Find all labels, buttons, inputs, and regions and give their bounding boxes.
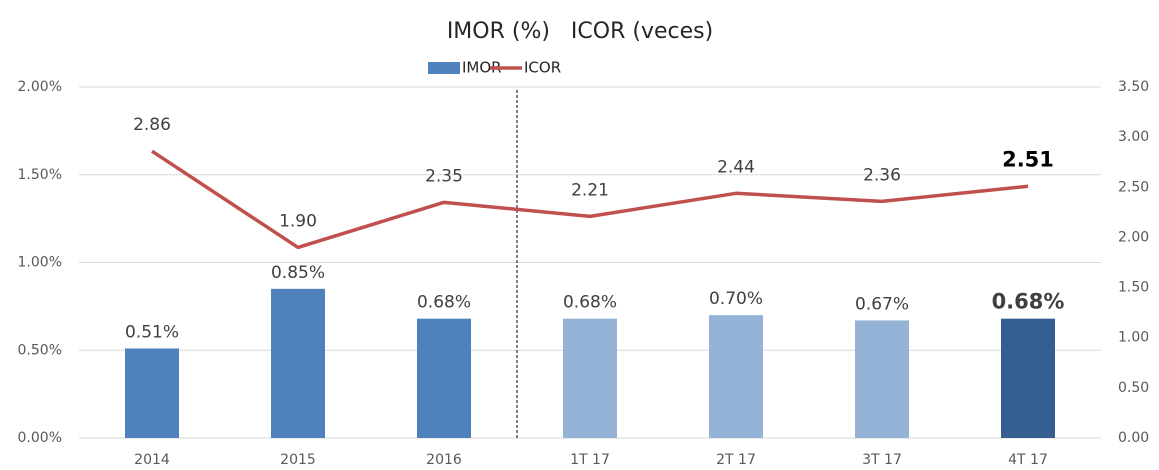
bar-value-label: 0.68% (563, 293, 617, 313)
bar-value-label: 0.70% (709, 289, 763, 309)
y-tick-label: 2.00% (18, 79, 62, 95)
y2-tick-label: 2.00 (1118, 229, 1149, 245)
line-value-label: 2.21 (571, 180, 609, 200)
y2-tick-label: 0.50 (1118, 380, 1149, 396)
x-tick-label: 2014 (134, 452, 170, 468)
bar-value-label: 0.67% (855, 294, 909, 314)
y2-tick-label: 1.00 (1118, 330, 1149, 346)
x-tick-label: 2T 17 (716, 452, 756, 468)
x-tick-label: 2016 (426, 452, 462, 468)
line-value-label: 2.36 (863, 165, 901, 185)
bar-value-label: 0.51% (125, 322, 179, 342)
bar-value-label: 0.85% (271, 263, 325, 283)
bar-value-label: 0.68% (417, 293, 471, 313)
line (151, 149, 1029, 250)
y-tick-label: 0.50% (18, 342, 62, 358)
y-tick-label: 1.00% (18, 255, 62, 271)
x-tick-label: 2015 (280, 452, 316, 468)
bar (563, 318, 617, 438)
x-tick-label: 3T 17 (862, 452, 902, 468)
y2-tick-label: 3.00 (1118, 129, 1149, 145)
bar-value-label: 0.68% (992, 290, 1065, 314)
y-tick-label: 0.00% (18, 430, 62, 446)
legend-label: IMOR (462, 59, 502, 77)
bar (1001, 318, 1055, 438)
y2-tick-label: 1.50 (1118, 280, 1149, 296)
line-value-label: 2.86 (133, 115, 171, 135)
bar (709, 315, 763, 438)
line-value-label: 2.35 (425, 166, 463, 186)
chart-title: IMOR (%) ICOR (veces) (447, 19, 713, 44)
legend-swatch (428, 62, 460, 74)
bar (417, 318, 471, 438)
bar (855, 320, 909, 438)
line-value-label: 2.51 (1002, 147, 1054, 171)
line-value-label: 1.90 (279, 211, 317, 231)
legend-label: ICOR (524, 59, 561, 77)
line-value-label: 2.44 (717, 157, 755, 177)
y-tick-label: 1.50% (18, 167, 62, 183)
y2-tick-label: 3.50 (1118, 79, 1149, 95)
bar (125, 348, 179, 438)
x-tick-label: 1T 17 (570, 452, 610, 468)
y2-tick-label: 0.00 (1118, 430, 1149, 446)
x-tick-label: 4T 17 (1008, 452, 1048, 468)
y2-tick-label: 2.50 (1118, 179, 1149, 195)
bar (271, 288, 325, 438)
